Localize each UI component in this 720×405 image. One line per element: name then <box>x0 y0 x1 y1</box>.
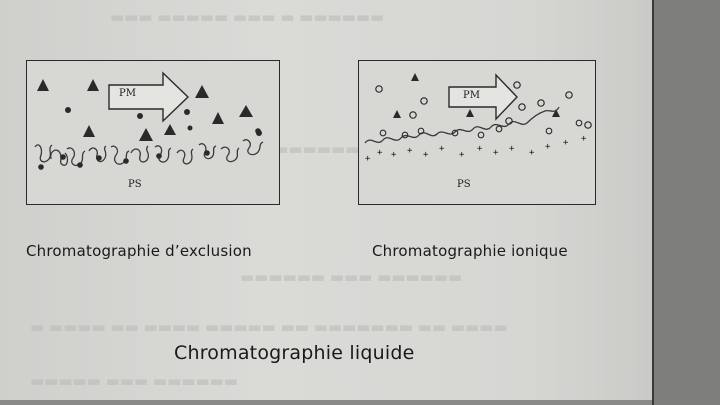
neutral-molecule-triangle <box>466 109 474 117</box>
porous-gel-beads <box>34 139 264 167</box>
exclusion-caption: Chromatographie d’exclusion <box>26 242 252 260</box>
svg-text:+: + <box>459 150 465 160</box>
large-molecule-triangle <box>139 128 153 141</box>
small-molecule-dot <box>187 125 193 131</box>
background-surface <box>654 0 720 405</box>
stationary-phase-label: PS <box>128 179 142 190</box>
bleed-through-text: ▬▬▬ ▬▬▬▬▬ ▬▬▬ ▬ ▬▬▬▬▬▬ <box>110 8 385 26</box>
small-molecule-dot <box>65 107 71 113</box>
ionic-caption: Chromatographie ionique <box>372 242 568 260</box>
svg-text:+: + <box>423 150 429 160</box>
svg-text:+: + <box>581 134 587 144</box>
mobile-phase-arrow <box>108 71 190 123</box>
bleed-through-text: ▬ ▬▬▬▬ ▬▬ ▬▬▬▬ ▬▬▬▬▬ ▬▬ ▬▬▬▬▬▬▬ ▬▬ ▬▬▬▬ <box>30 318 508 336</box>
trapped-molecule-dot <box>204 150 210 156</box>
bleed-through-text: ▬▬▬▬▬▬ ▬▬▬ ▬▬▬▬▬▬ <box>240 268 463 286</box>
ionic-diagram: + + + + + + + + + + + + + + <box>364 73 592 164</box>
ion-exchange-resin <box>364 106 560 144</box>
trapped-molecule-dot <box>123 158 129 164</box>
svg-text:+: + <box>407 146 413 156</box>
mobile-phase-arrow <box>448 73 518 121</box>
small-molecule-dot <box>137 113 143 119</box>
svg-text:+: + <box>377 148 383 158</box>
large-molecule-triangle <box>87 79 99 91</box>
svg-text:+: + <box>477 144 483 154</box>
exclusion-diagram <box>34 71 264 170</box>
exclusion-diagram-panel: PM PS <box>26 60 280 205</box>
neutral-molecule-triangle <box>393 110 401 118</box>
bound-ions <box>379 119 583 139</box>
ionic-diagram-panel: + + + + + + + + + + + + + + PM PS <box>358 60 596 205</box>
large-molecule-triangle <box>212 112 224 124</box>
page-edge <box>652 0 654 405</box>
svg-text:+: + <box>493 148 499 158</box>
svg-text:+: + <box>439 144 445 154</box>
neutral-molecule-triangle <box>552 109 560 117</box>
svg-text:+: + <box>391 150 397 160</box>
large-molecule-triangle <box>83 125 95 137</box>
large-molecule-triangle <box>164 124 176 135</box>
main-caption: Chromatographie liquide <box>174 342 415 364</box>
trapped-molecule-dot <box>255 128 261 134</box>
large-molecule-triangle <box>239 105 253 117</box>
svg-text:+: + <box>563 138 569 148</box>
trapped-molecule-dot <box>156 153 162 159</box>
trapped-molecule-dot <box>77 162 83 168</box>
neutral-molecule-triangle <box>411 73 419 81</box>
trapped-molecule-dot <box>96 155 102 161</box>
mobile-phase-label: PM <box>119 88 136 99</box>
resin-charges: + + + + + + + + + + + + + + <box>365 134 587 164</box>
small-molecule-dot <box>184 109 190 115</box>
trapped-molecule-dot <box>38 164 44 170</box>
large-molecule-triangle <box>195 85 209 98</box>
book-page: ▬▬▬ ▬▬▬▬▬ ▬▬▬ ▬ ▬▬▬▬▬▬ ▬▬▬▬▬▬▬ ▬▬▬▬ ▬▬▬▬… <box>0 0 660 400</box>
large-molecule-triangle <box>37 79 49 91</box>
bleed-through-text: ▬▬▬▬▬ ▬▬▬ ▬▬▬▬▬▬ <box>30 372 238 390</box>
mobile-ions <box>375 81 592 129</box>
svg-text:+: + <box>509 144 515 154</box>
svg-text:+: + <box>545 142 551 152</box>
stationary-phase-label: PS <box>457 179 471 190</box>
mobile-phase-label: PM <box>463 90 480 101</box>
svg-text:+: + <box>365 154 371 164</box>
trapped-molecule-dot <box>60 154 66 160</box>
svg-text:+: + <box>529 148 535 158</box>
